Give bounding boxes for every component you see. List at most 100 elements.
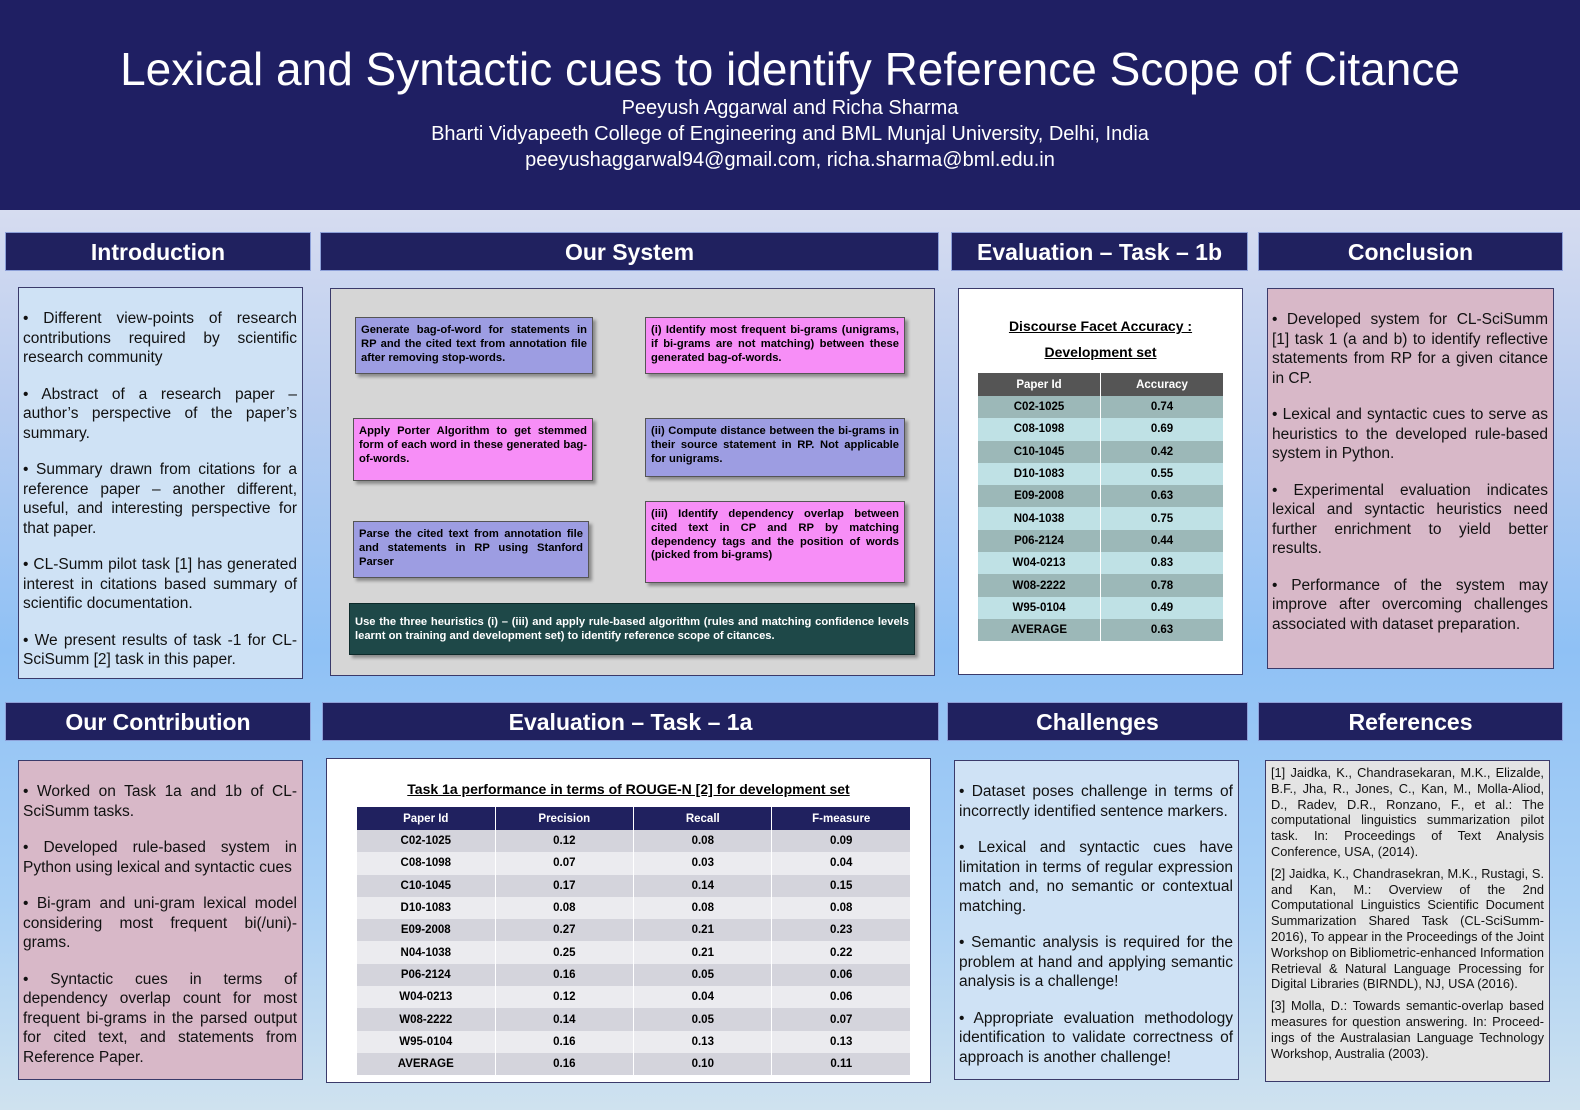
table-cell: C08-1098	[978, 418, 1102, 441]
table-cell: 0.17	[495, 874, 635, 897]
table-row: E09-2008 0.63	[978, 485, 1224, 508]
section-heading: Our System	[320, 232, 939, 271]
table-cell: N04-1038	[357, 941, 496, 964]
table-cell: 0.11	[771, 1052, 911, 1076]
table-caption: Discourse Facet Accuracy :	[1008, 318, 1193, 334]
table-row: D10-1083 0.55	[978, 462, 1224, 486]
evaluation-1a-panel: Task 1a performance in terms of ROUGE-N …	[326, 758, 931, 1083]
table-cell: 0.12	[495, 986, 635, 1009]
introduction-panel: • Different view-points of research cont…	[18, 287, 303, 679]
table-cell: 0.05	[633, 1008, 773, 1031]
table-cell: 0.16	[495, 1052, 635, 1076]
header: Lexical and Syntactic cues to identify R…	[0, 0, 1580, 210]
table-cell: W04-0213	[978, 552, 1102, 575]
bullet: • Lexical and syntactic cues to serve as…	[1272, 406, 1548, 462]
table-cell: W08-2222	[978, 574, 1102, 597]
table-cell: 0.03	[633, 852, 773, 875]
table-cell: W08-2222	[357, 1008, 496, 1031]
challenges-panel: • Dataset poses challenge in terms of in…	[954, 760, 1239, 1080]
reference: [1] Jaidka, K., Chandrasekaran, M.K., El…	[1271, 765, 1544, 859]
table-row: C08-1098 0.69	[978, 418, 1224, 441]
section-heading: Evaluation – Task – 1b	[951, 232, 1248, 271]
bullet: • Performance of the system may improve …	[1272, 576, 1548, 633]
bullet: • Developed system for CL-SciSumm [1] ta…	[1272, 311, 1548, 387]
table-caption: Task 1a performance in terms of ROUGE-N …	[407, 781, 850, 797]
section-heading: References	[1258, 702, 1563, 741]
table-cell: 0.25	[495, 941, 635, 964]
table-cell: C10-1045	[357, 874, 496, 897]
table-row: C10-1045 0.42	[978, 440, 1224, 463]
table-cell: 0.04	[771, 852, 911, 875]
reference: [2] Jaidka, K., Chandrasekran, M.K., Rus…	[1271, 865, 1544, 992]
table-cell: 0.23	[771, 919, 911, 942]
bullet: • Experimental evaluation indicates lexi…	[1272, 481, 1548, 558]
bullet: • Worked on Task 1a and 1b of CL-SciSumm…	[23, 783, 297, 820]
section-heading: Introduction	[5, 232, 311, 271]
column-header: Paper Id	[978, 373, 1102, 396]
table-row: N04-1038 0.75	[978, 507, 1224, 530]
table-cell: N04-1038	[978, 507, 1102, 530]
table-caption: Development set	[1044, 344, 1157, 360]
table-cell: AVERAGE	[978, 618, 1102, 642]
table-cell: 0.13	[771, 1030, 911, 1053]
table-cell: 0.83	[1100, 552, 1224, 575]
table-cell: 0.04	[633, 986, 773, 1009]
bullet: • Summary drawn from citations for a ref…	[23, 461, 297, 537]
table-row: C02-1025 0.74	[978, 396, 1224, 419]
table-cell: 0.21	[633, 941, 773, 964]
references-panel: [1] Jaidka, K., Chandrasekaran, M.K., El…	[1265, 760, 1550, 1082]
table-row: C08-1098 0.07 0.03 0.04	[357, 852, 911, 875]
table-cell: D10-1083	[978, 462, 1102, 486]
table-row: P06-2124 0.44	[978, 529, 1224, 553]
table-cell: 0.08	[495, 896, 635, 920]
table-cell: 0.12	[495, 830, 635, 853]
table-cell: 0.14	[495, 1008, 635, 1031]
table-cell: 0.07	[495, 852, 635, 875]
table-cell: W95-0104	[978, 596, 1102, 619]
table-cell: E09-2008	[978, 485, 1102, 508]
table-cell: C02-1025	[978, 396, 1102, 419]
poster-title: Lexical and Syntactic cues to identify R…	[120, 43, 1460, 95]
table-row: AVERAGE 0.16 0.10 0.11	[357, 1052, 911, 1076]
column-header: Accuracy	[1100, 373, 1224, 396]
table-row: W04-0213 0.12 0.04 0.06	[357, 986, 911, 1009]
table-row: E09-2008 0.27 0.21 0.23	[357, 919, 911, 942]
column-header: Recall	[633, 807, 773, 830]
data-table: Paper Id Accuracy C02-1025 0.74 C08-1098 0.69…	[978, 373, 1224, 642]
table-cell: 0.75	[1100, 507, 1224, 530]
system-note: Use the three heuristics (i) – (iii) and…	[349, 603, 915, 655]
system-step: Parse the cited text from annotation fil…	[353, 521, 589, 578]
table-row: W95-0104 0.16 0.13 0.13	[357, 1030, 911, 1053]
section-heading: Conclusion	[1258, 232, 1563, 271]
table-cell: 0.06	[771, 986, 911, 1009]
system-step: (iii) Identify dependency overlap betwee…	[645, 501, 905, 583]
table-cell: AVERAGE	[357, 1052, 496, 1076]
section-heading: Challenges	[947, 702, 1248, 741]
bullet: • Abstract of a research paper – author’…	[23, 385, 297, 442]
table-cell: C02-1025	[357, 830, 496, 853]
section-heading: Our Contribution	[5, 702, 311, 741]
column-header: Precision	[495, 807, 635, 830]
table-cell: 0.16	[495, 963, 635, 987]
table-cell: 0.69	[1100, 418, 1224, 441]
table-cell: E09-2008	[357, 919, 496, 942]
table-cell: 0.08	[633, 830, 773, 853]
table-cell: 0.16	[495, 1030, 635, 1053]
table-cell: 0.27	[495, 919, 635, 942]
table-cell: 0.10	[633, 1052, 773, 1076]
table-cell: 0.08	[633, 896, 773, 920]
emails: peeyushaggarwal94@gmail.com, richa.sharm…	[525, 149, 1055, 171]
data-table: Paper Id Precision Recall F-measure C02-1025…	[357, 807, 911, 1076]
table-cell: 0.42	[1100, 440, 1224, 463]
table-cell: 0.08	[771, 896, 911, 920]
system-step: (i) Identify most frequent bi-grams (uni…	[645, 317, 905, 374]
table-cell: W04-0213	[357, 986, 496, 1009]
table-row: W08-2222 0.14 0.05 0.07	[357, 1008, 911, 1031]
table-cell: 0.78	[1100, 574, 1224, 597]
table-cell: C08-1098	[357, 852, 496, 875]
table-cell: 0.22	[771, 941, 911, 964]
conclusion-panel: • Developed system for CL-SciSumm [1] ta…	[1267, 288, 1554, 669]
table-cell: D10-1083	[357, 896, 496, 920]
section-heading: Evaluation – Task – 1a	[322, 702, 939, 741]
